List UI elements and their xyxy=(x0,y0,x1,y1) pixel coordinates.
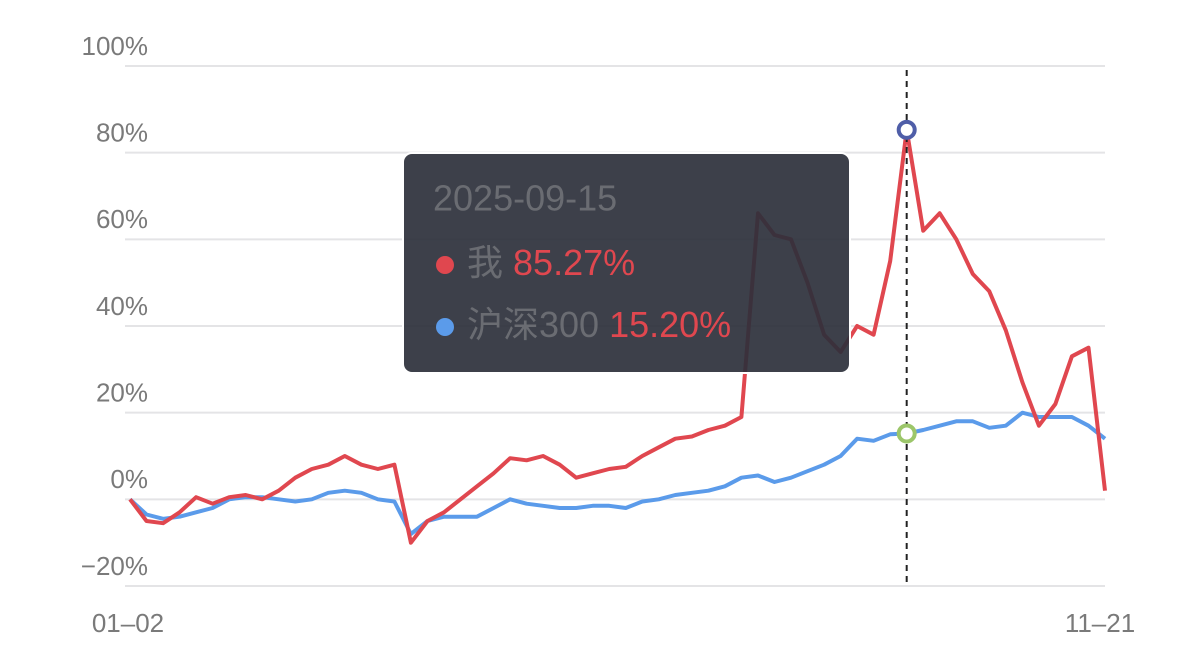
tooltip-dot xyxy=(436,256,454,274)
x-tick-label: 11–21 xyxy=(1065,608,1135,638)
series-line xyxy=(128,127,1107,545)
tooltip-name: 沪深300 xyxy=(467,304,599,345)
focus-point xyxy=(896,423,917,444)
y-tick-label: 40% xyxy=(96,291,148,321)
y-tick-label: 60% xyxy=(96,204,148,234)
focus-point xyxy=(896,119,917,140)
y-tick-label: 20% xyxy=(96,378,148,408)
tooltip-item: 沪深300 15.20% xyxy=(467,304,731,345)
tooltip-item: 我 85.27% xyxy=(467,242,635,283)
tooltip-value: 85.27% xyxy=(513,242,635,283)
series-line xyxy=(128,410,1107,536)
tooltip-box xyxy=(402,152,851,374)
y-tick-label: 0% xyxy=(110,464,148,494)
y-tick-label: −20% xyxy=(81,551,148,581)
tooltip-name: 我 xyxy=(467,242,503,283)
x-tick-label: 01–02 xyxy=(92,608,164,638)
tooltip-dot xyxy=(436,318,454,336)
tooltip: 2025-09-15 我 85.27% 沪深300 15.20% xyxy=(402,152,851,374)
tooltip-value: 15.20% xyxy=(609,304,731,345)
y-tick-label: 80% xyxy=(96,118,148,148)
tooltip-title: 2025-09-15 xyxy=(433,178,617,219)
y-tick-label: 100% xyxy=(82,31,149,61)
